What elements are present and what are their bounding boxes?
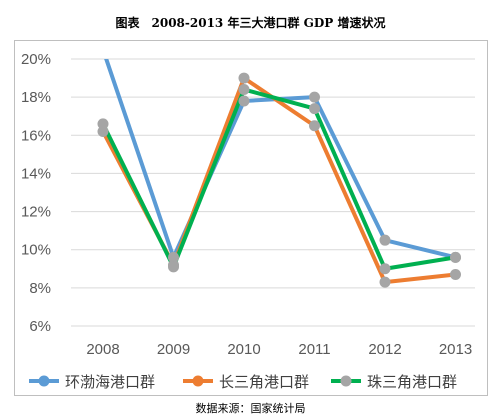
legend-marker-2: [340, 375, 352, 387]
legend: 环渤海港口群 长三角港口群 珠三角港口群: [29, 373, 457, 391]
y-tick-label: 6%: [29, 318, 51, 335]
x-tick-label: 2013: [439, 341, 472, 358]
y-tick-label: 20%: [21, 51, 51, 68]
gridlines: [71, 58, 475, 327]
series-line-1: [101, 76, 458, 285]
series-1-point: [238, 72, 250, 84]
y-tick-label: 12%: [21, 204, 51, 221]
y-axis-ticks: 6% 8% 10% 12% 14% 16% 18% 20%: [21, 51, 51, 335]
series-2-point: [450, 251, 461, 263]
series-2-point: [97, 118, 109, 130]
series-0-point: [238, 95, 250, 107]
legend-label-0: 环渤海港口群: [65, 373, 155, 391]
series-line-0: [104, 59, 458, 260]
series-1-point: [97, 125, 109, 137]
series-1-point: [379, 276, 391, 288]
x-tick-label: 2011: [298, 341, 330, 358]
chart-title: 图表 2008-2013 年三大港口群 GDP 增速状况: [115, 16, 386, 30]
series-0-point: [168, 251, 179, 263]
x-axis-ticks: 2008 2009 2010 2011 2012 2013: [86, 341, 472, 358]
y-tick-label: 18%: [21, 89, 51, 106]
legend-marker-0: [38, 375, 50, 387]
x-tick-label: 2012: [368, 341, 401, 358]
chart-frame: 6% 8% 10% 12% 14% 16% 18% 20% 2008 2009 2010 2011 2…: [14, 40, 488, 396]
x-tick-label: 2010: [227, 341, 260, 358]
series-0-point: [98, 44, 109, 55]
series-0-point: [309, 91, 320, 103]
x-tick-label: 2009: [157, 341, 190, 358]
line-chart: 6%8%10%12%14%16%18%20% 2008 2009 2010 2011 2…: [21, 44, 475, 391]
legend-label-1: 长三角港口群: [219, 373, 309, 391]
y-tick-label: 8%: [29, 280, 51, 297]
y-tick-label: 10%: [21, 242, 51, 259]
series-2-point: [379, 263, 391, 275]
series-line-2: [101, 87, 458, 271]
legend-label-2: 珠三角港口群: [367, 373, 457, 391]
series-2-point: [309, 103, 320, 115]
x-tick-label: 2008: [86, 341, 119, 358]
series-2-point: [168, 261, 179, 273]
y-tick-label: 14%: [21, 165, 51, 182]
series-2-point: [238, 84, 250, 96]
series-0-point: [379, 234, 391, 246]
y-tick-label: 16%: [21, 127, 51, 144]
series-1-point: [309, 120, 320, 132]
series-1-point: [450, 269, 461, 281]
source-note: 数据来源：国家统计局: [195, 402, 306, 415]
series-layer: [97, 44, 461, 288]
legend-marker-1: [192, 375, 204, 387]
